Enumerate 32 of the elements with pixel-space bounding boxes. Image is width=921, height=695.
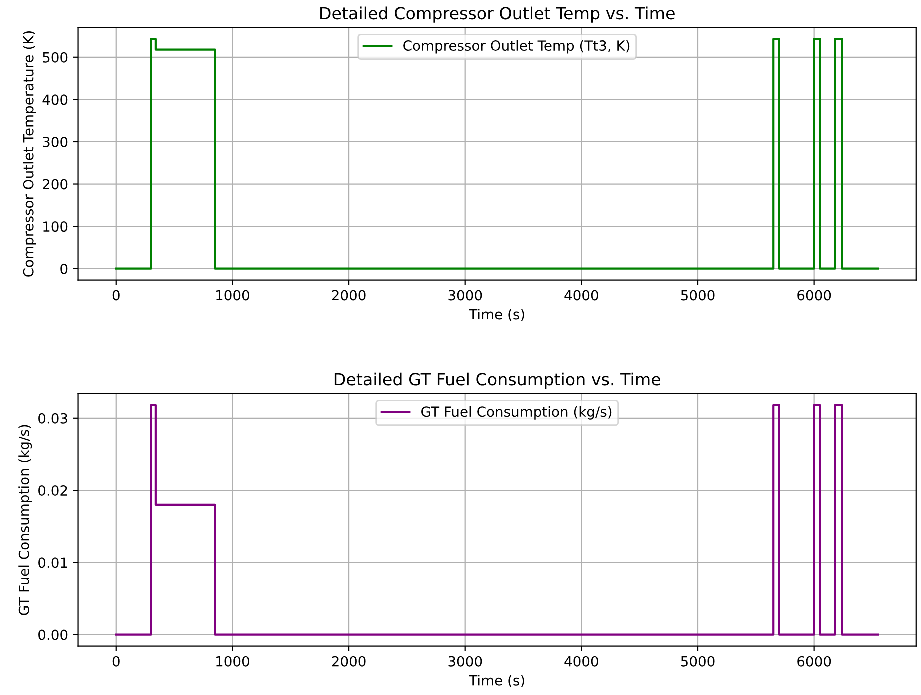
y-tick-label: 0.00 — [38, 630, 68, 640]
x-tick-label: 5000 — [681, 656, 715, 667]
x-tick-label: 3000 — [448, 290, 482, 301]
legend-label: Compressor Outlet Temp (Tt3, K) — [404, 40, 630, 54]
y-tick-label: 300 — [43, 136, 68, 148]
x-tick-label: 2000 — [332, 290, 366, 301]
x-tick-label: 2000 — [332, 656, 366, 667]
y-tick-label: 0 — [60, 264, 68, 274]
x-tick-label: 6000 — [798, 290, 832, 301]
x-tick-label: 0 — [112, 290, 120, 301]
x-tick-label: 0 — [112, 656, 120, 667]
x-tick-label: 5000 — [681, 290, 715, 301]
legend-label: GT Fuel Consumption (kg/s) — [422, 406, 612, 420]
y-axis-title: Compressor Outlet Temperature (K) — [23, 32, 36, 277]
x-tick-label: 6000 — [798, 656, 832, 667]
chart-title: Detailed GT Fuel Consumption vs. Time — [334, 372, 660, 390]
y-axis-title: GT Fuel Consumption (kg/s) — [18, 425, 32, 616]
y-tick-label: 400 — [42, 94, 68, 106]
x-tick-label: 4000 — [564, 656, 598, 667]
y-tick-label: 500 — [43, 52, 68, 63]
y-tick-label: 0.03 — [38, 413, 68, 424]
y-tick-label: 0.02 — [38, 486, 68, 496]
x-axis-title: Time (s) — [469, 308, 524, 322]
x-tick-label: 4000 — [564, 290, 598, 301]
x-tick-label: 1000 — [216, 656, 250, 667]
y-tick-label: 200 — [43, 179, 68, 190]
x-tick-label: 3000 — [448, 656, 482, 667]
x-tick-label: 1000 — [216, 290, 250, 301]
chart-title: Detailed Compressor Outlet Temp vs. Time — [320, 6, 675, 23]
x-axis-title: Time (s) — [469, 675, 524, 688]
y-tick-label: 0.01 — [38, 558, 68, 568]
y-tick-label: 100 — [44, 222, 68, 232]
